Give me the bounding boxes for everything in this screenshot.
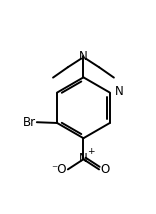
Text: +: + (87, 147, 94, 156)
Text: N: N (79, 152, 88, 165)
Text: O: O (100, 163, 110, 176)
Text: N: N (79, 50, 88, 63)
Text: ⁻O: ⁻O (51, 163, 67, 176)
Text: Br: Br (22, 116, 36, 129)
Text: N: N (115, 85, 123, 98)
